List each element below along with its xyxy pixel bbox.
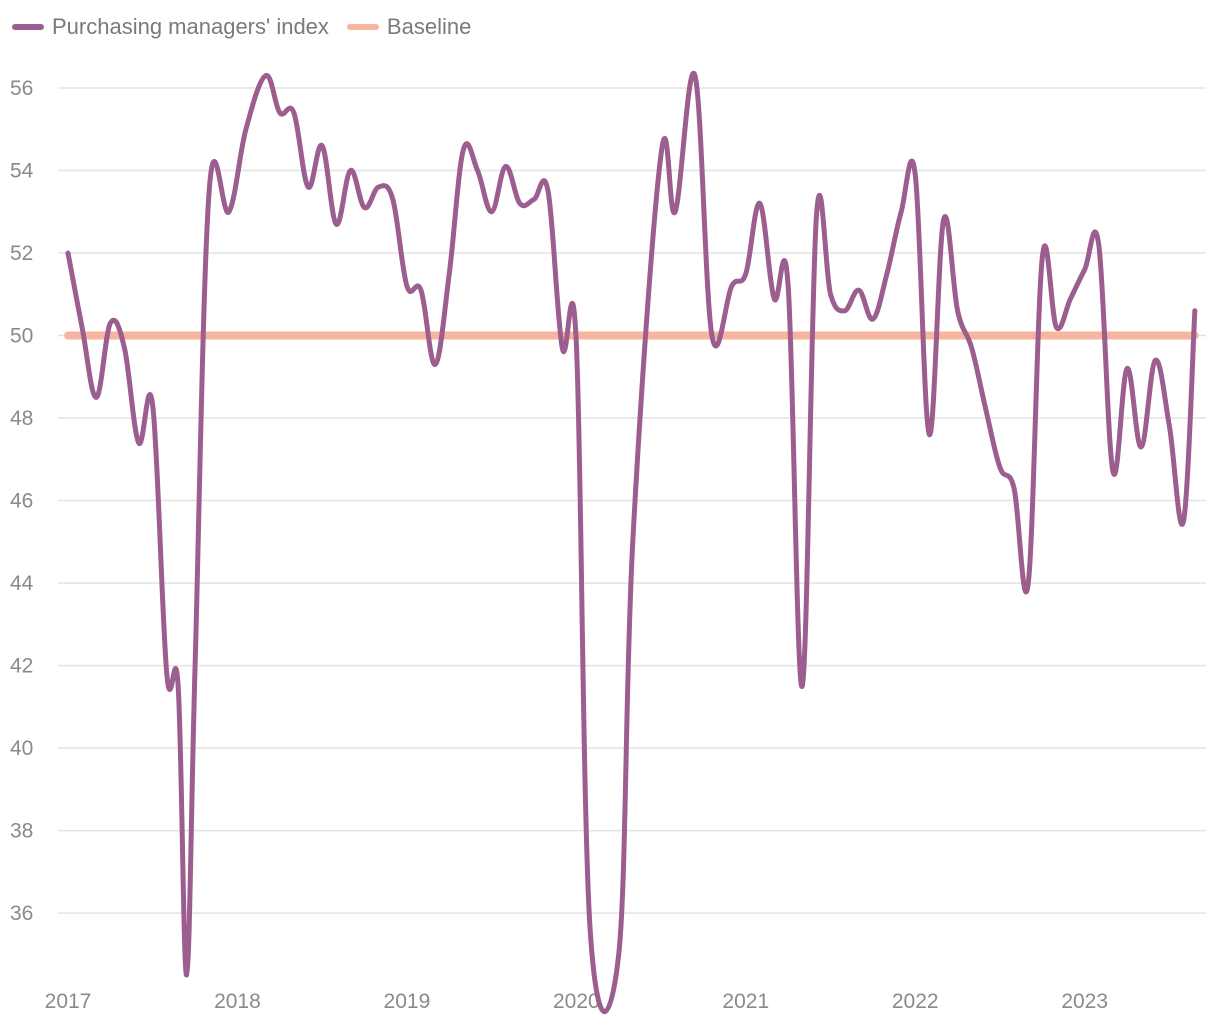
x-tick-label: 2023 [1061, 990, 1108, 1013]
x-tick-label: 2017 [45, 990, 92, 1013]
legend-label-pmi: Purchasing managers' index [52, 14, 329, 39]
x-tick-label: 2018 [214, 990, 261, 1013]
legend-swatch-baseline [346, 24, 379, 30]
legend-label-baseline: Baseline [386, 14, 472, 39]
y-tick-label: 56 [10, 77, 33, 100]
series-lines [64, 70, 1199, 1014]
y-tick-label: 54 [10, 160, 34, 183]
x-tick-label: 2021 [722, 990, 769, 1013]
x-tick-label: 2020 [553, 990, 600, 1013]
y-tick-label: 36 [10, 902, 33, 925]
y-tick-label: 50 [10, 325, 33, 348]
y-tick-label: 42 [10, 655, 33, 678]
x-tick-label: 2022 [892, 990, 939, 1013]
y-tick-label: 52 [10, 242, 33, 265]
y-tick-label: 44 [10, 572, 34, 595]
legend-item-baseline[interactable]: Baseline [346, 14, 472, 40]
x-axis-ticks: 2017 2018 2019 2020 2021 2022 2023 [45, 990, 1108, 1013]
y-axis-ticks: 36 38 40 42 44 46 48 50 52 54 56 [10, 77, 34, 925]
x-tick-label: 2019 [384, 990, 431, 1013]
legend-swatch-pmi [12, 24, 44, 30]
y-tick-label: 48 [10, 407, 33, 430]
legend-item-pmi[interactable]: Purchasing managers' index [12, 14, 329, 40]
y-tick-label: 40 [10, 737, 33, 760]
series-line-pmi[interactable] [65, 70, 1198, 1014]
y-tick-label: 38 [10, 820, 33, 843]
legend: Purchasing managers' index Baseline [12, 14, 489, 40]
y-tick-label: 46 [10, 490, 33, 513]
